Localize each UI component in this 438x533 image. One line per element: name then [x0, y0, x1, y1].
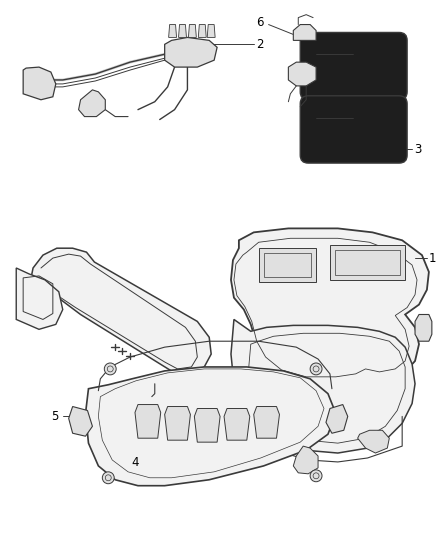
Polygon shape: [358, 430, 389, 453]
Polygon shape: [194, 408, 220, 442]
Text: 3: 3: [414, 143, 421, 156]
Polygon shape: [330, 245, 405, 280]
Polygon shape: [293, 25, 316, 41]
FancyBboxPatch shape: [300, 96, 407, 163]
Polygon shape: [326, 405, 348, 433]
FancyBboxPatch shape: [300, 33, 407, 100]
Polygon shape: [169, 25, 177, 37]
Circle shape: [310, 363, 322, 375]
Polygon shape: [231, 229, 429, 381]
Text: 6: 6: [256, 16, 264, 29]
Circle shape: [104, 363, 116, 375]
Polygon shape: [29, 248, 211, 374]
Circle shape: [102, 472, 114, 484]
Polygon shape: [207, 25, 215, 37]
Text: 2: 2: [256, 38, 263, 51]
Polygon shape: [415, 314, 432, 341]
Text: 1: 1: [429, 252, 436, 264]
Polygon shape: [288, 62, 316, 86]
Polygon shape: [179, 25, 187, 37]
Circle shape: [310, 470, 322, 482]
Polygon shape: [188, 25, 196, 37]
Polygon shape: [135, 405, 161, 438]
Polygon shape: [23, 67, 56, 100]
Polygon shape: [293, 446, 318, 474]
Polygon shape: [231, 319, 415, 453]
Polygon shape: [85, 367, 336, 486]
Polygon shape: [259, 248, 316, 282]
Polygon shape: [78, 90, 105, 117]
Text: 4: 4: [131, 456, 139, 470]
Polygon shape: [16, 268, 63, 329]
Text: 5: 5: [51, 410, 59, 423]
Polygon shape: [198, 25, 206, 37]
Polygon shape: [224, 408, 250, 440]
Polygon shape: [254, 407, 279, 438]
Polygon shape: [69, 407, 92, 436]
Polygon shape: [165, 37, 217, 67]
Polygon shape: [165, 407, 191, 440]
